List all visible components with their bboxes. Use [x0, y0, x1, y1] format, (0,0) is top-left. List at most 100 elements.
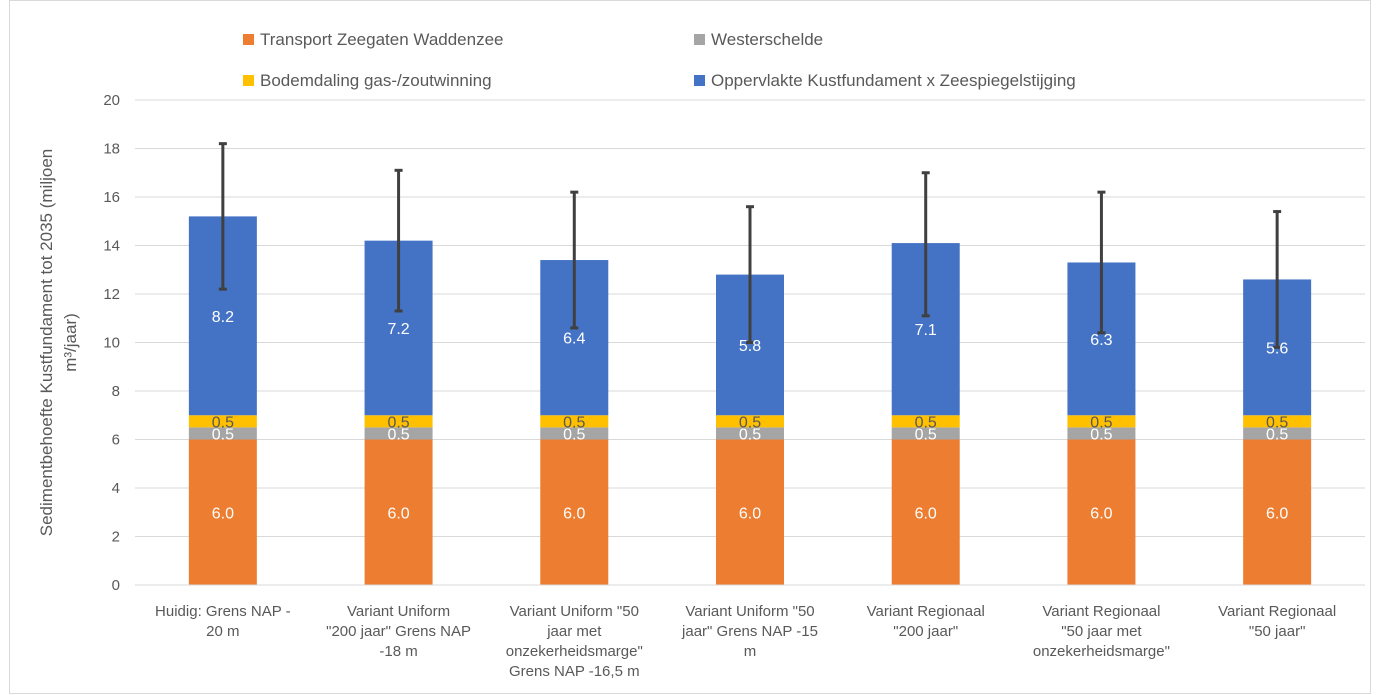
- legend-label-0: Transport Zeegaten Waddenzee: [260, 30, 504, 49]
- legend-swatch-1: [694, 34, 705, 45]
- y-axis-title-line: m³/jaar): [61, 313, 80, 372]
- x-category-label-line: onzekerheidsmarge": [506, 643, 643, 660]
- bar-segment-s1-c1: [364, 427, 433, 440]
- bar-segment-s1-c6: [1243, 427, 1312, 440]
- x-category-label-line: "50 jaar": [1249, 623, 1306, 640]
- error-bars: [218, 142, 1282, 349]
- y-tick-label: 8: [112, 383, 120, 400]
- data-label-s1-c4: 0.5: [915, 426, 937, 443]
- y-tick-label: 12: [103, 286, 120, 303]
- x-category-label-6: Variant Regionaal "50 jaar": [1218, 603, 1336, 640]
- data-label-s2-c2: 0.5: [563, 414, 585, 431]
- y-tick-label: 18: [103, 141, 120, 158]
- x-category-label-5: Variant Regionaal "50 jaar met onzekerheid…: [1033, 603, 1170, 660]
- data-label-s0-c5: 6.0: [1090, 505, 1112, 522]
- x-category-label-line: Variant Uniform "50: [510, 603, 639, 620]
- x-category-label-line: Variant Regionaal: [1218, 603, 1336, 620]
- data-label-s3-c6: 5.6: [1266, 340, 1288, 357]
- data-label-s3-c3: 5.8: [739, 338, 761, 355]
- data-label-s0-c1: 6.0: [387, 505, 409, 522]
- bar-segment-s0-c5: [1067, 439, 1136, 585]
- x-category-label-0: Huidig: Grens NAP - 20 m: [155, 603, 291, 640]
- data-label-s2-c1: 0.5: [387, 414, 409, 431]
- data-label-s1-c3: 0.5: [739, 426, 761, 443]
- y-tick-label: 0: [112, 577, 120, 594]
- data-label-s2-c0: 0.5: [212, 414, 234, 431]
- axes: 0 2 4 6 8 10 12 14 16 18 20 Sedimentbehoefte Kustfu…: [37, 92, 1365, 680]
- legend: Transport Zeegaten Waddenzee Westerscheld…: [243, 30, 1076, 90]
- bar-segment-s0-c0: [188, 439, 257, 585]
- y-tick-label: 14: [103, 238, 120, 255]
- bar-segment-s2-c0: [188, 415, 257, 428]
- data-label-s1-c2: 0.5: [563, 426, 585, 443]
- legend-swatch-0: [243, 34, 254, 45]
- x-category-label-line: -18 m: [379, 643, 417, 660]
- x-category-label-line: "200 jaar" Grens NAP: [326, 623, 471, 640]
- x-category-label-line: Variant Uniform "50: [685, 603, 814, 620]
- y-axis-title: Sedimentbehoefte Kustfundament tot 2035 …: [37, 149, 80, 536]
- data-label-s0-c4: 6.0: [915, 505, 937, 522]
- bar-segment-s0-c1: [364, 439, 433, 585]
- legend-label-3: Oppervlakte Kustfundament x Zeespiegelst…: [711, 71, 1076, 90]
- x-category-label-line: jaar" Grens NAP -15: [681, 623, 818, 640]
- y-tick-label: 2: [112, 529, 120, 546]
- x-category-label-2: Variant Uniform "50 jaar met onzekerheidsm…: [506, 603, 643, 680]
- data-label-s3-c2: 6.4: [563, 331, 585, 348]
- y-tick-label: 20: [103, 92, 120, 109]
- bar-segment-s0-c4: [891, 439, 960, 585]
- x-category-label-3: Variant Uniform "50 jaar" Grens NAP -15 m: [681, 603, 818, 660]
- data-label-s1-c6: 0.5: [1266, 426, 1288, 443]
- x-category-label-line: Grens NAP -16,5 m: [509, 663, 640, 680]
- y-tick-label: 6: [112, 432, 120, 449]
- bar-segment-s2-c3: [716, 415, 784, 428]
- x-category-label-line: Variant Regionaal: [1042, 603, 1160, 620]
- data-label-s3-c0: 8.2: [212, 309, 234, 326]
- bar-segment-s1-c0: [188, 427, 257, 440]
- data-label-s0-c3: 6.0: [739, 505, 761, 522]
- data-label-s1-c5: 0.5: [1090, 426, 1112, 443]
- x-category-label-line: Huidig: Grens NAP -: [155, 603, 291, 620]
- legend-swatch-2: [243, 75, 254, 86]
- x-category-label-line: "50 jaar met: [1061, 623, 1142, 640]
- bar-segment-s2-c6: [1243, 415, 1312, 428]
- x-category-label-4: Variant Regionaal "200 jaar": [867, 603, 985, 640]
- y-tick-label: 4: [112, 480, 120, 497]
- data-label-s1-c1: 0.5: [387, 426, 409, 443]
- x-category-label-line: jaar met: [546, 623, 602, 640]
- x-category-label-line: Variant Regionaal: [867, 603, 985, 620]
- data-labels: 6.00.50.58.26.00.50.57.26.00.50.56.46.00…: [212, 309, 1289, 522]
- data-label-s3-c1: 7.2: [387, 321, 409, 338]
- bar-segment-s2-c4: [891, 415, 960, 428]
- bar-segment-s1-c5: [1067, 427, 1136, 440]
- bar-segment-s2-c5: [1067, 415, 1136, 428]
- data-label-s0-c6: 6.0: [1266, 505, 1288, 522]
- data-label-s2-c5: 0.5: [1090, 414, 1112, 431]
- legend-label-1: Westerschelde: [711, 30, 823, 49]
- legend-swatch-3: [694, 75, 705, 86]
- bar-segment-s0-c6: [1243, 439, 1312, 585]
- x-category-label-line: onzekerheidsmarge": [1033, 643, 1170, 660]
- data-label-s0-c0: 6.0: [212, 505, 234, 522]
- bar-segment-s2-c1: [364, 415, 433, 428]
- data-label-s3-c5: 6.3: [1090, 332, 1112, 349]
- bar-segment-s0-c3: [716, 439, 784, 585]
- bar-segment-s1-c3: [716, 427, 784, 440]
- data-label-s2-c6: 0.5: [1266, 414, 1288, 431]
- x-category-label-line: Variant Uniform: [347, 603, 450, 620]
- y-tick-label: 10: [103, 335, 120, 352]
- y-axis-title-line: Sedimentbehoefte Kustfundament tot 2035 …: [37, 149, 56, 536]
- bar-segment-s2-c2: [540, 415, 609, 428]
- x-category-label-line: 20 m: [206, 623, 239, 640]
- data-label-s2-c4: 0.5: [915, 414, 937, 431]
- bar-segment-s1-c4: [891, 427, 960, 440]
- data-label-s2-c3: 0.5: [739, 414, 761, 431]
- x-category-label-line: m: [744, 643, 757, 660]
- data-label-s3-c4: 7.1: [915, 322, 937, 339]
- x-category-label-1: Variant Uniform "200 jaar" Grens NAP -18 m: [326, 603, 471, 660]
- legend-label-2: Bodemdaling gas-/zoutwinning: [260, 71, 492, 90]
- bar-segment-s1-c2: [540, 427, 609, 440]
- data-label-s1-c0: 0.5: [212, 426, 234, 443]
- bar-segment-s0-c2: [540, 439, 609, 585]
- y-tick-label: 16: [103, 189, 120, 206]
